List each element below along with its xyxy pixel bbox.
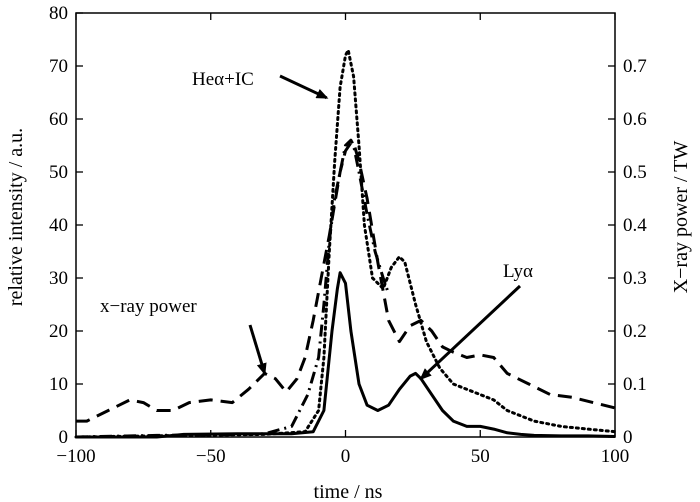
x-axis-label: time / ns — [314, 481, 383, 502]
y-tick-label: 70 — [49, 56, 68, 77]
y2-tick-label: 0.5 — [623, 162, 647, 183]
x-tick-label: 0 — [341, 446, 351, 467]
y-tick-label: 40 — [49, 215, 68, 236]
y2-axis-label: X−ray power / TW — [670, 141, 692, 294]
annotation-arrow — [280, 76, 327, 98]
x-tick-label: −50 — [196, 446, 226, 467]
y-axis-label: relative intensity / a.u. — [5, 128, 27, 306]
y-tick-label: 80 — [49, 3, 68, 24]
y-tick-label: 20 — [49, 321, 68, 342]
plot-layer — [76, 50, 615, 437]
plot-frame — [76, 13, 615, 437]
annotation-arrow — [421, 286, 520, 379]
y2-tick-label: 0.6 — [623, 109, 647, 130]
x-tick-label: 100 — [601, 446, 630, 467]
plot-border — [76, 13, 615, 437]
y2-tick-label: 0.2 — [623, 321, 647, 342]
x-tick-label: 50 — [471, 446, 490, 467]
y-tick-label: 50 — [49, 162, 68, 183]
y-tick-label: 60 — [49, 109, 68, 130]
y2-tick-label: 0.7 — [623, 56, 647, 77]
annotation-label: Lyα — [503, 261, 533, 282]
y2-tick-label: 0.4 — [623, 215, 647, 236]
series-line-dotted-1 — [76, 50, 615, 437]
annotation-arrow — [250, 325, 265, 373]
y2-tick-label: 0.3 — [623, 268, 647, 289]
x-tick-label: −100 — [56, 446, 95, 467]
y2-tick-label: 0.1 — [623, 374, 647, 395]
y-tick-label: 30 — [49, 268, 68, 289]
annotation-label: x−ray power — [100, 296, 197, 317]
y2-tick-label: 0 — [623, 427, 633, 448]
annotation-label: Heα+IC — [192, 69, 254, 90]
y-tick-label: 10 — [49, 374, 68, 395]
annotations: Heα+IC x−ray power Lyα — [100, 69, 533, 379]
tick-labels: −100 −50 0 50 1000102030405060708000.10.20.3… — [49, 3, 647, 467]
series-line-dashdot-2 — [76, 140, 389, 437]
tick-marks — [76, 13, 615, 437]
y-tick-label: 0 — [59, 427, 69, 448]
